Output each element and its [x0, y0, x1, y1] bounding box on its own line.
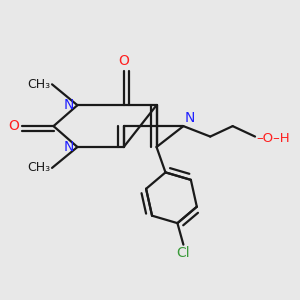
Text: O: O	[118, 54, 129, 68]
Text: CH₃: CH₃	[27, 161, 50, 174]
Text: N: N	[185, 111, 195, 124]
Text: CH₃: CH₃	[27, 78, 50, 91]
Text: –O–H: –O–H	[256, 132, 290, 145]
Text: N: N	[64, 140, 74, 154]
Text: O: O	[8, 119, 19, 133]
Text: Cl: Cl	[177, 246, 190, 260]
Text: N: N	[64, 98, 74, 112]
